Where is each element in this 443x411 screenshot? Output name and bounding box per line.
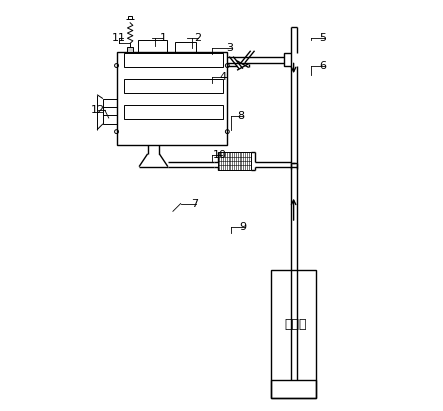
Bar: [218, 152, 251, 170]
Text: 5: 5: [319, 33, 326, 43]
Bar: [124, 53, 223, 67]
Bar: [128, 47, 133, 52]
Text: 2: 2: [194, 33, 202, 43]
Text: 6: 6: [319, 60, 326, 71]
Text: 8: 8: [237, 111, 245, 121]
Text: 4: 4: [220, 72, 227, 82]
Text: 7: 7: [191, 199, 198, 208]
Text: 11: 11: [112, 33, 126, 43]
Text: 3: 3: [226, 43, 233, 53]
Text: 12: 12: [91, 105, 105, 115]
Bar: [271, 381, 316, 398]
Bar: [271, 270, 316, 398]
Bar: [138, 40, 167, 52]
Bar: [103, 99, 117, 124]
Bar: [117, 52, 227, 145]
Text: 9: 9: [239, 222, 246, 232]
Bar: [175, 42, 196, 52]
Bar: [284, 53, 291, 66]
Text: 1: 1: [159, 33, 167, 43]
Bar: [124, 79, 223, 93]
Bar: [128, 16, 132, 19]
Bar: [124, 105, 223, 119]
Text: 石油井: 石油井: [284, 318, 307, 330]
Text: 10: 10: [213, 150, 226, 160]
